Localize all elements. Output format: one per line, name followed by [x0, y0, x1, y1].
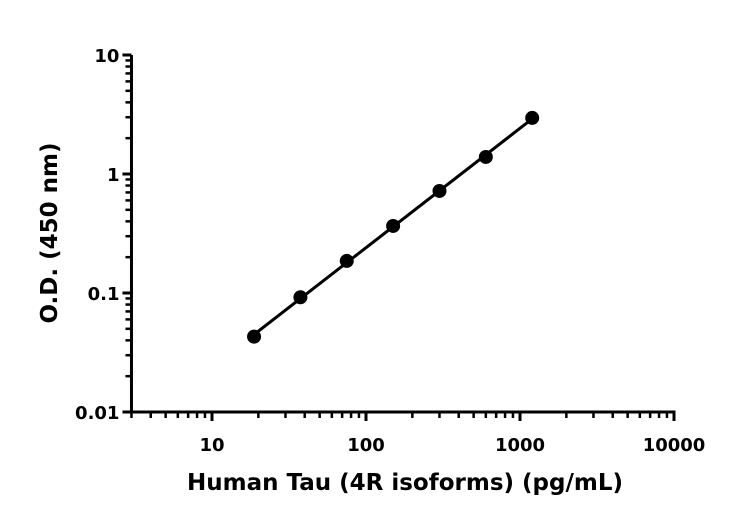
data-point	[386, 218, 401, 233]
y-axis-label: O.D. (450 nm)	[37, 142, 63, 323]
x-tick-label: 100	[347, 435, 385, 456]
x-axis-label: Human Tau (4R isoforms) (pg/mL)	[187, 470, 623, 496]
data-point	[478, 149, 493, 164]
x-tick-label: 10000	[643, 435, 706, 456]
data-point	[525, 110, 540, 125]
data-point	[339, 253, 354, 268]
y-tick-label: 10	[94, 46, 119, 67]
y-tick-label: 0.1	[88, 284, 120, 305]
data-point	[293, 290, 308, 305]
data-point	[247, 329, 262, 344]
x-tick-label: 1000	[495, 435, 545, 456]
y-tick-label: 1	[107, 165, 120, 186]
data-point	[432, 183, 447, 198]
x-tick-label: 10	[199, 435, 224, 456]
y-tick-label: 0.01	[75, 403, 119, 424]
